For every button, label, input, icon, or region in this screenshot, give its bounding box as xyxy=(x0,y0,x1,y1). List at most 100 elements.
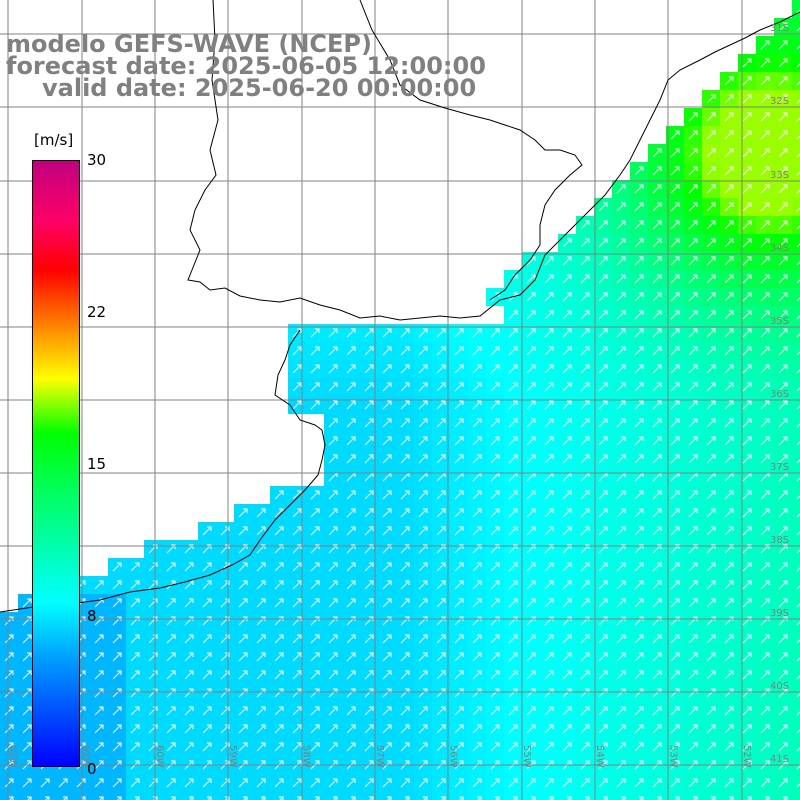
wind-arrow xyxy=(346,436,356,446)
wind-arrow xyxy=(562,418,572,428)
lon-label: 60W xyxy=(154,745,165,768)
wind-arrow xyxy=(652,490,662,500)
wind-arrow xyxy=(724,580,734,590)
wind-arrow xyxy=(580,310,590,320)
wind-cell xyxy=(252,792,270,800)
wind-arrow xyxy=(544,382,554,392)
wind-arrow xyxy=(724,670,734,680)
wind-arrow xyxy=(184,562,194,572)
wind-arrow xyxy=(760,94,770,104)
wind-arrow xyxy=(112,778,122,788)
wind-arrow xyxy=(706,202,716,212)
wind-arrow xyxy=(742,580,752,590)
wind-cell xyxy=(792,324,800,342)
wind-arrow xyxy=(382,490,392,500)
wind-arrow xyxy=(166,778,176,788)
wind-arrow xyxy=(742,508,752,518)
wind-arrow xyxy=(382,652,392,662)
wind-arrow xyxy=(778,274,788,284)
wind-arrow xyxy=(490,436,500,446)
wind-arrow xyxy=(400,382,410,392)
wind-arrow xyxy=(760,778,770,788)
wind-arrow xyxy=(724,346,734,356)
wind-arrow xyxy=(616,274,626,284)
wind-arrow xyxy=(706,112,716,122)
wind-arrow xyxy=(490,382,500,392)
wind-arrow xyxy=(310,328,320,338)
wind-arrow xyxy=(724,76,734,86)
wind-arrow xyxy=(454,616,464,626)
wind-arrow xyxy=(436,328,446,338)
wind-arrow xyxy=(490,562,500,572)
wind-arrow xyxy=(742,130,752,140)
wind-arrow xyxy=(238,562,248,572)
wind-arrow xyxy=(544,292,554,302)
wind-arrow xyxy=(652,184,662,194)
wind-arrow xyxy=(616,346,626,356)
wind-arrow xyxy=(796,747,800,752)
wind-arrow xyxy=(274,580,284,590)
wind-arrow xyxy=(688,310,698,320)
wind-arrow xyxy=(22,742,32,752)
wind-arrow xyxy=(598,364,608,374)
wind-arrow xyxy=(508,742,518,752)
wind-arrow xyxy=(742,562,752,572)
wind-cell xyxy=(270,792,288,800)
wind-arrow xyxy=(508,346,518,356)
wind-arrow xyxy=(652,274,662,284)
wind-arrow xyxy=(634,220,644,230)
wind-arrow xyxy=(256,670,266,680)
wind-arrow xyxy=(580,454,590,464)
wind-arrow xyxy=(562,580,572,590)
wind-arrow xyxy=(184,724,194,734)
wind-arrow xyxy=(652,670,662,680)
wind-arrow xyxy=(490,670,500,680)
wind-arrow xyxy=(724,436,734,446)
wind-arrow xyxy=(652,292,662,302)
wind-cell xyxy=(684,792,702,800)
wind-arrow xyxy=(238,778,248,788)
wind-arrow xyxy=(472,328,482,338)
wind-arrow xyxy=(670,436,680,446)
wind-arrow xyxy=(778,400,788,410)
wind-arrow xyxy=(634,400,644,410)
wind-cell xyxy=(108,792,126,800)
wind-cell xyxy=(36,792,54,800)
wind-arrow xyxy=(706,94,716,104)
wind-arrow xyxy=(166,598,176,608)
wind-arrow xyxy=(400,652,410,662)
wind-arrow xyxy=(382,598,392,608)
wind-arrow xyxy=(616,616,626,626)
wind-cell xyxy=(144,792,162,800)
wind-arrow xyxy=(328,652,338,662)
wind-arrow xyxy=(742,454,752,464)
wind-arrow xyxy=(670,706,680,716)
wind-arrow xyxy=(724,184,734,194)
wind-cell xyxy=(792,594,800,612)
wind-arrow xyxy=(526,490,536,500)
wind-arrow xyxy=(148,706,158,716)
wind-arrow xyxy=(364,742,374,752)
wind-arrow xyxy=(418,346,428,356)
wind-arrow xyxy=(292,670,302,680)
wind-arrow xyxy=(760,436,770,446)
wind-arrow xyxy=(796,495,800,500)
wind-arrow xyxy=(490,490,500,500)
wind-arrow xyxy=(544,328,554,338)
wind-arrow xyxy=(760,112,770,122)
wind-arrow xyxy=(634,652,644,662)
wind-arrow xyxy=(544,490,554,500)
wind-arrow xyxy=(706,166,716,176)
wind-arrow xyxy=(796,657,800,662)
wind-cell xyxy=(792,666,800,684)
wind-arrow xyxy=(670,310,680,320)
wind-arrow xyxy=(148,724,158,734)
wind-arrow xyxy=(544,598,554,608)
wind-cell xyxy=(792,126,800,144)
wind-arrow xyxy=(778,382,788,392)
wind-arrow xyxy=(598,724,608,734)
wind-arrow xyxy=(382,778,392,788)
wind-arrow xyxy=(724,652,734,662)
wind-arrow xyxy=(562,526,572,536)
wind-arrow xyxy=(4,724,14,734)
